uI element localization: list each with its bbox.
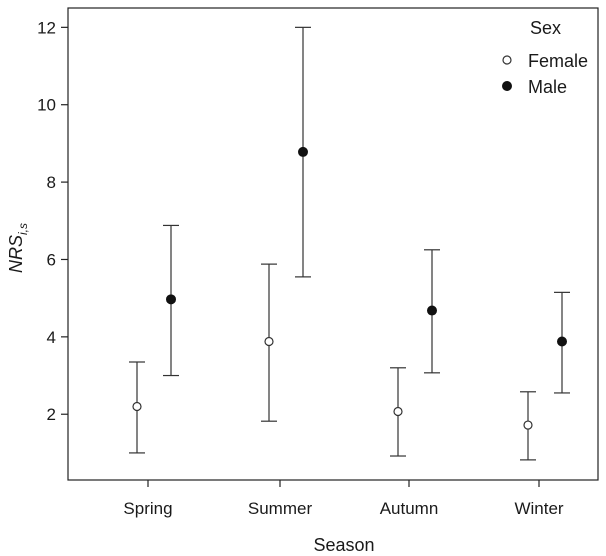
errorbar-male-summer [295,26,311,278]
point-female-winter [523,420,533,430]
plot-area-frame [67,7,599,481]
point-male-autumn [427,305,437,316]
y-axis-title-subscript: i,s [16,223,30,235]
x-axis: Spring Summer Autumn Winter [123,480,564,518]
errorbar-female-autumn [390,367,406,457]
legend-female-marker [502,55,512,65]
errorbar-male-autumn [424,249,440,374]
x-tick-label: Winter [514,499,563,518]
point-male-summer [298,146,308,157]
errorbar-male-winter [554,291,570,394]
y-axis-title: NRSi,s [6,223,30,273]
legend: Sex Female Male [502,18,588,97]
y-tick-label: 4 [47,328,56,347]
errorbar-female-winter [520,391,536,461]
point-female-autumn [393,406,403,417]
legend-male-marker [502,81,512,91]
point-female-summer [264,336,274,347]
errorbar-female-spring [129,361,145,454]
y-tick-label: 2 [47,405,56,424]
y-axis: 2 4 6 8 10 12 [37,18,68,424]
errorbar-male-spring [163,224,179,377]
y-tick-label: 6 [47,250,56,269]
legend-female-label: Female [528,51,588,71]
legend-male-label: Male [528,77,567,97]
errorbar-female-summer [261,263,277,422]
x-axis-title: Season [313,535,374,555]
y-tick-label: 12 [37,18,56,37]
y-axis-title-main: NRS [6,235,26,273]
point-male-spring [166,294,176,305]
y-tick-label: 10 [37,96,56,115]
y-tick-label: 8 [47,173,56,192]
x-tick-label: Spring [123,499,172,518]
point-female-spring [132,401,142,412]
legend-title: Sex [530,18,561,38]
x-tick-label: Summer [248,499,313,518]
plot-marks [129,26,570,461]
x-tick-label: Autumn [380,499,439,518]
point-male-winter [557,336,567,347]
